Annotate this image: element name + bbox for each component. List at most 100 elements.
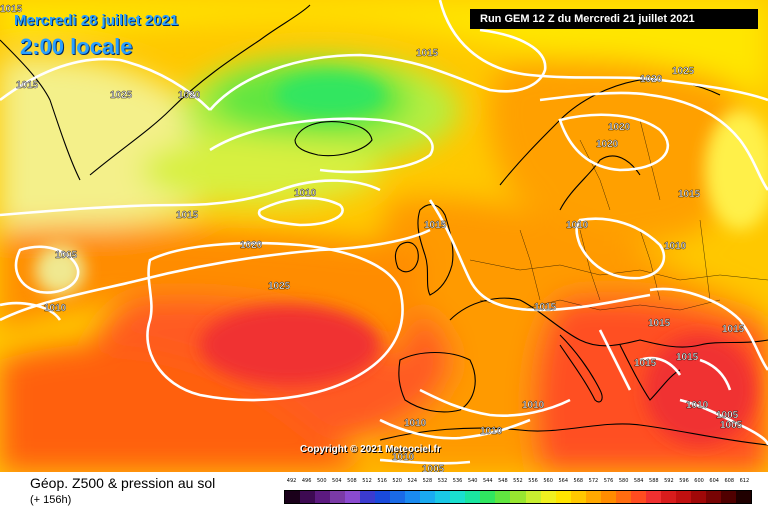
isobar-label: 1010	[566, 220, 589, 231]
color-scale-swatch	[600, 491, 616, 503]
color-scale-swatch	[690, 491, 706, 503]
isobar-label: 1020	[240, 240, 263, 251]
color-scale-label: 532	[437, 478, 448, 484]
isobar-label: 1025	[110, 90, 133, 101]
isobar-label: 1010	[44, 303, 67, 314]
color-scale-swatch	[555, 491, 571, 503]
color-scale: 492 496 500 504 508 512 516 520 524 528 532 536 540 5…	[284, 476, 752, 510]
isobar-label: 1010	[404, 418, 427, 429]
color-scale-label: 576	[603, 478, 614, 484]
isobar-label: 1020	[596, 139, 619, 150]
iberia-coast	[398, 352, 476, 413]
isobar-label: 1015	[176, 210, 199, 221]
borders	[469, 119, 768, 311]
isobar-label: 1005	[720, 420, 743, 431]
forecast-time: 2:00 locale	[20, 34, 133, 59]
color-scale-label: 536	[452, 478, 463, 484]
color-scale-label: 520	[392, 478, 402, 484]
isobar-label: 1005	[716, 410, 739, 421]
color-scale-label: 516	[377, 478, 387, 484]
color-scale-label: 496	[301, 478, 312, 484]
isobars	[0, 0, 768, 465]
isobar-label: 1025	[672, 66, 695, 77]
color-scale-label: 524	[407, 478, 418, 484]
copyright-notice: Copyright © 2021 Meteociel.fr	[300, 444, 441, 455]
color-scale-swatch	[540, 491, 556, 503]
europe-coast	[449, 297, 768, 348]
isobar-label: 1015	[678, 189, 701, 200]
color-scale-swatch	[435, 491, 451, 503]
color-scale-label: 508	[347, 478, 357, 484]
color-scale-label: 568	[573, 478, 584, 484]
isobar-label: 1015	[16, 80, 39, 91]
ireland-coast	[395, 241, 419, 273]
color-scale-bar	[284, 490, 752, 504]
color-scale-label: 564	[558, 478, 568, 484]
isobar-label: 1010	[392, 452, 415, 463]
color-scale-swatch	[570, 491, 586, 503]
color-scale-label: 492	[286, 478, 297, 484]
isobar-label: 1015	[722, 324, 745, 335]
color-scale-swatch	[645, 491, 661, 503]
color-scale-swatch	[315, 491, 331, 503]
color-scale-swatch	[675, 491, 691, 503]
color-scale-swatch	[585, 491, 601, 503]
color-scale-label: 552	[513, 478, 523, 484]
color-scale-swatch	[420, 491, 436, 503]
iceland-coast	[294, 121, 373, 157]
isobar-label: 1015	[648, 318, 671, 329]
isobar-label: 1010	[294, 188, 317, 199]
color-scale-label: 588	[649, 478, 659, 484]
isobar-label: 1005	[422, 464, 445, 472]
color-scale-swatch	[390, 491, 406, 503]
color-scale-swatch	[525, 491, 541, 503]
weather-map: 1015 1025 1020 1015 1020 1025 1020 1020 …	[0, 0, 768, 472]
color-scale-label: 580	[618, 478, 629, 484]
color-scale-label: 592	[664, 478, 674, 484]
color-scale-label: 544	[482, 478, 493, 484]
color-scale-swatch	[510, 491, 526, 503]
isobar-label: 1015	[416, 48, 439, 59]
color-scale-label: 556	[528, 478, 538, 484]
color-scale-label: 540	[467, 478, 478, 484]
isobar-labels: 1015 1025 1020 1015 1020 1025 1020 1020 …	[0, 4, 745, 472]
color-scale-swatch	[660, 491, 676, 503]
isobar-label: 1010	[480, 426, 503, 437]
map-title: Géop. Z500 & pression au sol	[30, 475, 216, 491]
color-scale-swatch	[465, 491, 481, 503]
color-scale-label: 528	[422, 478, 433, 484]
isobar-label: 1010	[664, 241, 687, 252]
color-scale-label: 600	[694, 478, 704, 484]
color-scale-label: 572	[588, 478, 599, 484]
color-scale-swatch	[285, 491, 301, 503]
color-scale-swatch	[495, 491, 511, 503]
isobar-label: 1020	[178, 90, 201, 101]
model-run-label: Run GEM 12 Z du Mercredi 21 juillet 2021	[470, 9, 758, 29]
color-scale-swatch	[720, 491, 736, 503]
isobar-label: 1015	[676, 352, 699, 363]
isobar-label: 1010	[522, 400, 545, 411]
africa-coast	[379, 423, 768, 446]
isobar-label: 1015	[424, 220, 447, 231]
color-scale-swatch	[705, 491, 721, 503]
color-scale-label: 612	[739, 478, 750, 484]
greenland-coast	[0, 4, 311, 181]
color-scale-label: 560	[543, 478, 553, 484]
color-scale-swatch	[330, 491, 346, 503]
color-scale-swatch	[360, 491, 376, 503]
color-scale-swatch	[450, 491, 466, 503]
color-scale-label: 504	[332, 478, 342, 484]
isobar-label: 1010	[686, 400, 709, 411]
color-scale-swatch	[345, 491, 361, 503]
color-scale-swatch	[300, 491, 316, 503]
color-scale-label: 608	[724, 478, 735, 484]
color-scale-swatch	[480, 491, 496, 503]
isobar-label: 1020	[640, 74, 663, 85]
geopotential-shading	[0, 0, 768, 472]
isobar-label: 1005	[55, 250, 78, 261]
color-scale-label: 596	[679, 478, 689, 484]
italy-coast	[559, 334, 603, 403]
isobar-label: 1015	[634, 358, 657, 369]
color-scale-swatch	[735, 491, 751, 503]
isobar-label: 1015	[534, 302, 557, 313]
